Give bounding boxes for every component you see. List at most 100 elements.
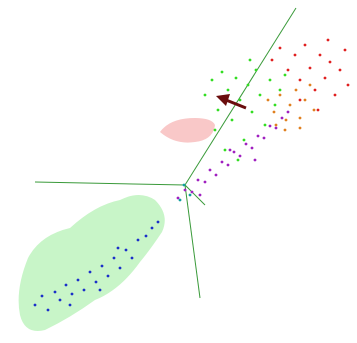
point xyxy=(278,46,282,50)
point xyxy=(144,234,148,238)
point xyxy=(308,83,312,87)
point xyxy=(268,78,272,82)
point xyxy=(68,303,72,307)
region xyxy=(18,195,165,331)
point xyxy=(210,78,214,82)
point xyxy=(250,110,254,114)
point xyxy=(226,163,230,167)
point xyxy=(313,88,317,92)
point xyxy=(274,123,278,127)
point xyxy=(216,108,220,112)
point xyxy=(284,118,288,122)
point xyxy=(112,256,116,260)
point xyxy=(213,128,217,132)
point xyxy=(316,108,320,112)
arrow-head xyxy=(216,94,230,106)
point xyxy=(338,68,342,72)
point xyxy=(236,158,240,162)
point xyxy=(156,220,160,224)
point xyxy=(283,128,287,132)
point xyxy=(183,188,187,192)
point xyxy=(312,108,316,112)
point xyxy=(346,83,350,87)
point xyxy=(234,76,238,80)
point xyxy=(244,142,248,146)
point xyxy=(326,38,330,42)
point xyxy=(278,88,282,92)
point xyxy=(298,98,302,102)
point xyxy=(64,283,68,287)
point xyxy=(248,58,252,62)
point xyxy=(130,256,134,260)
point xyxy=(116,246,120,250)
boundary-line xyxy=(184,184,206,206)
point xyxy=(273,103,277,107)
point xyxy=(263,123,267,127)
point xyxy=(253,158,257,162)
point xyxy=(220,70,224,74)
point xyxy=(272,110,276,114)
point xyxy=(226,88,230,92)
arrow-shaft xyxy=(225,98,247,110)
point xyxy=(278,93,282,97)
point xyxy=(343,48,347,52)
point xyxy=(254,68,258,72)
point xyxy=(298,78,302,82)
point xyxy=(293,53,297,57)
point xyxy=(258,93,262,97)
point xyxy=(333,93,337,97)
point xyxy=(288,103,292,107)
point xyxy=(268,124,272,128)
point xyxy=(230,118,234,122)
boundary-line xyxy=(34,181,186,186)
boundaries xyxy=(34,7,297,299)
point xyxy=(298,116,302,120)
point xyxy=(182,183,186,187)
point xyxy=(203,180,207,184)
point xyxy=(188,193,192,197)
point xyxy=(308,66,312,70)
point xyxy=(118,266,122,270)
point xyxy=(40,294,44,298)
boundary-line xyxy=(184,184,201,299)
point xyxy=(196,178,200,182)
point xyxy=(328,60,332,64)
point xyxy=(82,288,86,292)
point xyxy=(100,264,104,268)
point xyxy=(256,134,260,138)
point xyxy=(76,278,80,282)
point xyxy=(298,126,302,130)
point xyxy=(266,98,270,102)
point xyxy=(274,126,278,130)
point xyxy=(176,196,180,200)
point xyxy=(294,88,298,92)
point xyxy=(232,150,236,154)
point xyxy=(280,116,284,120)
point xyxy=(303,43,307,47)
point xyxy=(136,238,140,242)
points xyxy=(33,38,350,312)
point xyxy=(250,146,254,150)
point xyxy=(94,280,98,284)
point xyxy=(46,308,50,312)
point xyxy=(88,270,92,274)
point xyxy=(70,292,74,296)
point xyxy=(262,136,266,140)
point xyxy=(214,173,218,177)
point xyxy=(198,193,202,197)
point xyxy=(208,168,212,172)
arrow xyxy=(216,94,247,110)
point xyxy=(303,98,307,102)
point xyxy=(223,148,227,152)
point xyxy=(98,288,102,292)
point xyxy=(270,58,274,62)
point xyxy=(53,290,57,294)
point xyxy=(246,83,250,87)
point xyxy=(286,68,290,72)
point xyxy=(286,110,290,114)
point xyxy=(203,93,207,97)
point xyxy=(283,73,287,77)
point xyxy=(178,198,182,202)
point xyxy=(220,160,224,164)
